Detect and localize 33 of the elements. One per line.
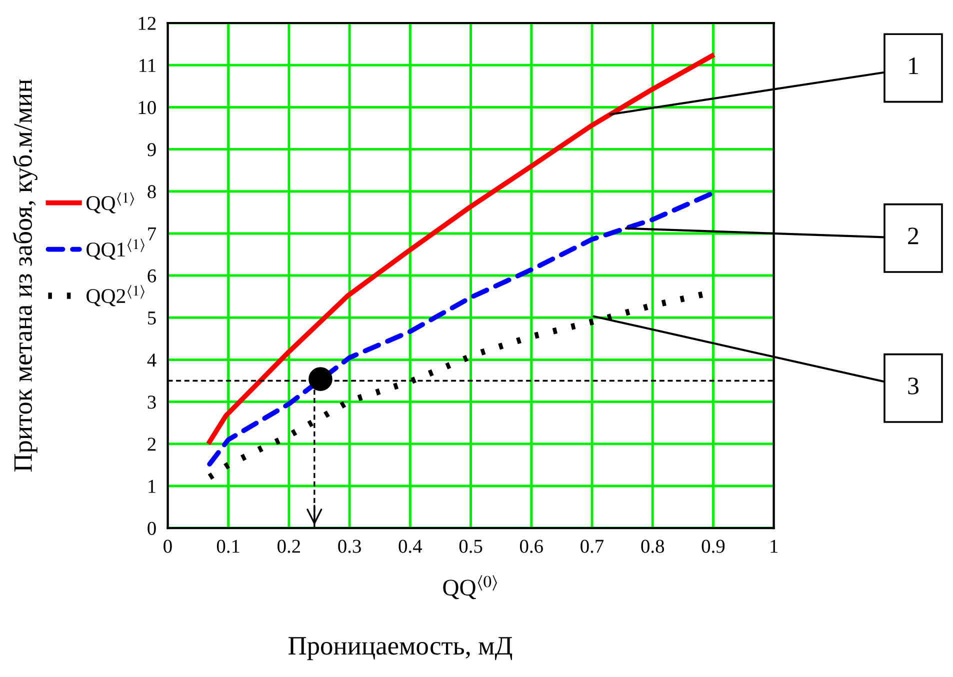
- y-tick-label: 3: [148, 396, 156, 409]
- legend-label: QQ2$^{⟨1⟩}$: [86, 285, 144, 306]
- y-tick-label: 9: [148, 143, 156, 156]
- annotation: 1: [909, 57, 918, 74]
- annotation: 2: [908, 228, 918, 244]
- y-tick-label: 10: [138, 101, 156, 114]
- x-axis-title: QQ$^{⟨0⟩}$: [443, 575, 497, 600]
- x-tick-label: 0.2: [278, 540, 300, 553]
- y-tick-label: 6: [148, 269, 156, 282]
- x-tick-label: 0.6: [520, 540, 543, 553]
- x-tick-label: 0.7: [580, 540, 604, 553]
- y-tick-label: 5: [148, 312, 156, 325]
- legend-label: QQ1$^{⟨1⟩}$: [86, 238, 144, 260]
- x-tick-label: 0.3: [338, 540, 361, 553]
- x-tick-label: 0: [164, 540, 172, 553]
- x-tick-label: 0.1: [216, 540, 240, 553]
- y-tick-label: 2: [148, 438, 156, 451]
- annotation: 3: [908, 378, 919, 394]
- y-tick-label: 0: [148, 522, 156, 535]
- y-tick-label: 1: [148, 480, 156, 493]
- y-tick-label: 11: [140, 59, 156, 72]
- x-tick-label: 0.8: [641, 540, 664, 553]
- x-tick-label: 0.9: [702, 540, 725, 553]
- y-tick-label: 4: [147, 354, 156, 366]
- x-tick-label: 0.4: [398, 540, 422, 553]
- y-tick-label: 7: [148, 227, 156, 240]
- x-tick-label: 0.5: [459, 540, 482, 553]
- legend-label: QQ$^{⟨1⟩}$: [86, 192, 134, 214]
- y-axis-title: Приток метана из забоя, куб.м/мин: [12, 79, 38, 472]
- text: Проницаемость, мД: [288, 637, 512, 660]
- y-tick-label: 12: [138, 16, 156, 30]
- x-tick-label: 1: [770, 540, 778, 553]
- y-tick-label: 8: [148, 185, 156, 198]
